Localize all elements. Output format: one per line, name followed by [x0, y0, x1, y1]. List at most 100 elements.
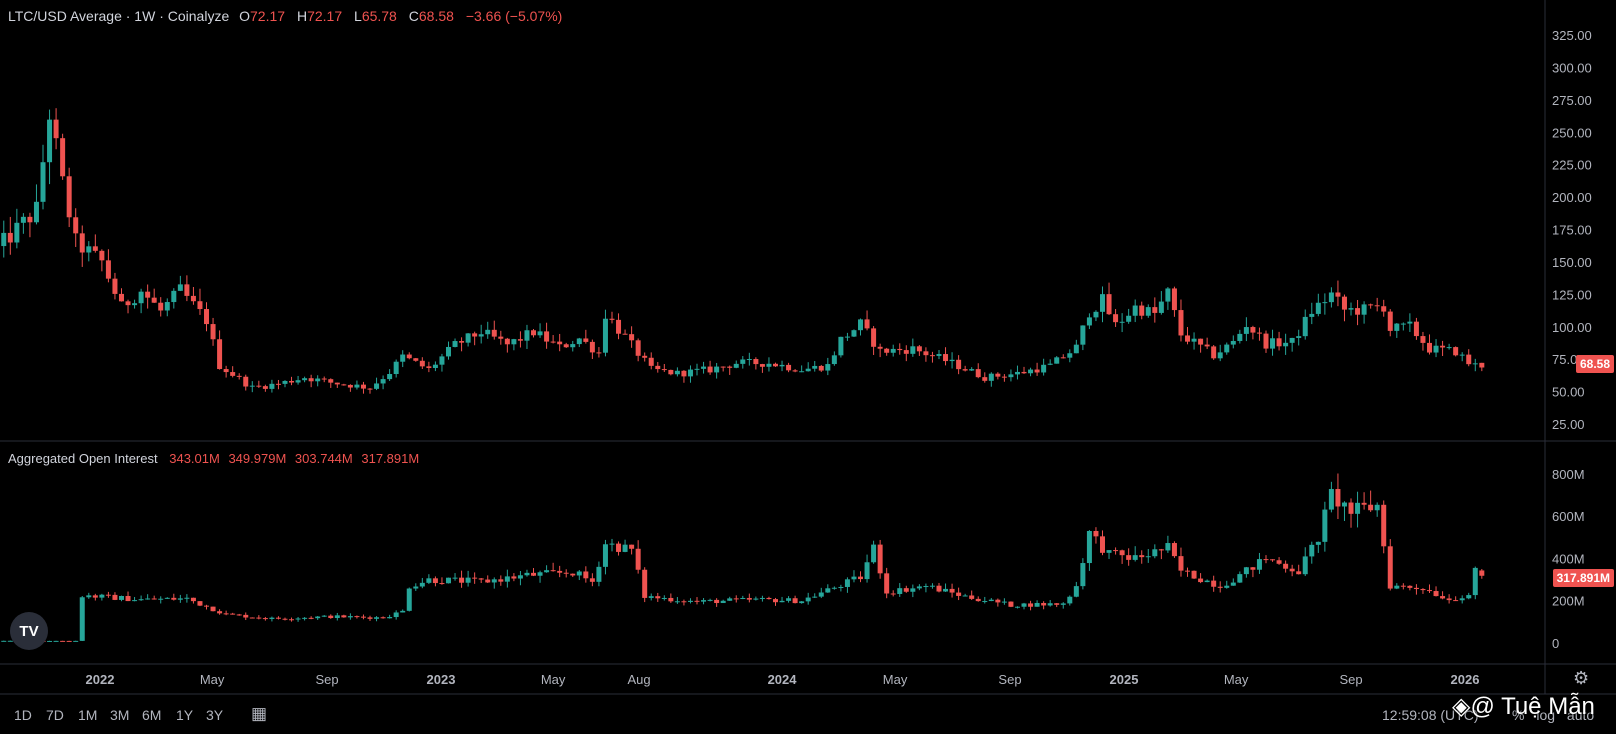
- price-candle-body: [197, 301, 203, 310]
- oi-candle-body: [1060, 603, 1066, 605]
- range-1d-button[interactable]: 1D: [14, 707, 32, 723]
- price-candle-body: [1001, 376, 1007, 378]
- price-candle-body: [929, 355, 935, 357]
- price-candle-body: [243, 376, 249, 387]
- oi-candle-body: [589, 578, 595, 582]
- oi-candle-body: [805, 597, 811, 602]
- range-3m-button[interactable]: 3M: [110, 707, 130, 723]
- oi-candle-body: [1289, 568, 1295, 572]
- price-candle-body: [1446, 347, 1452, 349]
- oi-candle-body: [975, 598, 981, 602]
- oi-candle-body: [184, 597, 190, 599]
- oi-candle-body: [406, 588, 412, 611]
- price-candle-body: [1086, 317, 1092, 326]
- calendar-goto-icon[interactable]: ▦: [251, 704, 268, 723]
- price-candle-body: [33, 201, 39, 223]
- oi-candle-body: [648, 596, 654, 598]
- oi-candle-body: [504, 576, 510, 582]
- tradingview-logo-icon[interactable]: TV: [10, 612, 48, 650]
- price-candle-body: [1472, 363, 1478, 365]
- binance-logo-icon: ◈: [1452, 693, 1471, 720]
- price-candle-body: [799, 371, 805, 373]
- oi-candle-body: [962, 595, 968, 597]
- price-candle-body: [550, 341, 556, 343]
- price-candle-body: [367, 388, 373, 390]
- price-candle-body: [1034, 369, 1040, 373]
- oi-candle-body: [701, 600, 707, 602]
- oi-candle-body: [269, 617, 275, 619]
- price-candle-body: [923, 351, 929, 356]
- oi-candle-body: [419, 582, 425, 587]
- price-candle-body: [158, 302, 164, 311]
- oi-candle-body: [1132, 555, 1138, 560]
- price-candle-body: [1047, 363, 1053, 365]
- oi-title: Aggregated Open Interest: [8, 451, 158, 466]
- oi-candle-body: [118, 595, 124, 600]
- oi-candle-body: [230, 613, 236, 615]
- close-value: 68.58: [418, 8, 454, 24]
- price-candle-body: [1060, 357, 1066, 359]
- price-candle-body: [936, 354, 942, 356]
- price-candle-body: [1178, 310, 1184, 336]
- oi-candle-body: [295, 618, 301, 620]
- oi-candle-body: [1185, 570, 1191, 572]
- utc-clock[interactable]: 12:59:08 (UTC): [1382, 707, 1479, 723]
- oi-close-value: 317.891M: [361, 451, 420, 466]
- oi-candle-body: [524, 572, 530, 576]
- price-candle-body: [230, 372, 236, 376]
- time-axis-tick-label: 2026: [1451, 672, 1480, 687]
- oi-candle-body: [1256, 559, 1262, 570]
- price-candle-body: [210, 324, 216, 340]
- percent-scale-button[interactable]: %: [1512, 707, 1525, 723]
- price-candle-body: [897, 348, 903, 351]
- oi-candle-body: [498, 579, 504, 582]
- price-candle-body: [1368, 304, 1374, 306]
- oi-candle-body: [400, 610, 406, 613]
- log-scale-button[interactable]: log: [1536, 707, 1556, 723]
- oi-candle-body: [858, 576, 864, 580]
- time-axis-tick-label: May: [541, 672, 566, 687]
- oi-candle-body: [1263, 559, 1269, 561]
- price-candle-body: [1420, 336, 1426, 343]
- price-candle-body: [818, 365, 824, 371]
- symbol-title: LTC/USD Average · 1W · Coinalyze: [8, 8, 230, 24]
- price-candle-body: [733, 363, 739, 368]
- oi-candle-body: [1152, 549, 1158, 557]
- oi-candle-body: [138, 599, 144, 601]
- price-candle-body: [988, 373, 994, 381]
- oi-candle-body: [164, 597, 170, 599]
- oi-candle-body: [1296, 571, 1302, 575]
- range-1y-button[interactable]: 1Y: [176, 707, 194, 723]
- price-candle-body: [14, 222, 20, 243]
- range-6m-button[interactable]: 6M: [142, 707, 162, 723]
- oi-candle-body: [746, 597, 752, 600]
- price-candle-body: [7, 232, 13, 243]
- range-1m-button[interactable]: 1M: [78, 707, 98, 723]
- price-axis-tick-label: 325.00: [1552, 28, 1592, 43]
- oi-candle-body: [1466, 595, 1472, 599]
- oi-candle-body: [655, 596, 661, 599]
- gear-icon[interactable]: ⚙: [1573, 668, 1590, 688]
- oi-candle-body: [831, 587, 837, 589]
- oi-candle-body: [256, 617, 262, 619]
- range-7d-button[interactable]: 7D: [46, 707, 64, 723]
- oi-candle-body: [1309, 544, 1315, 557]
- oi-candle-body: [387, 617, 393, 619]
- price-candle-body: [118, 293, 124, 302]
- price-candle-body: [844, 336, 850, 338]
- open-value: 72.17: [250, 8, 286, 24]
- price-candle-body: [583, 338, 589, 342]
- oi-axis-tick-label: 0: [1552, 636, 1559, 651]
- auto-scale-button[interactable]: auto: [1566, 707, 1595, 723]
- oi-candle-body: [125, 595, 131, 602]
- oi-candle-body: [1093, 531, 1099, 537]
- price-candle-body: [217, 339, 223, 370]
- oi-candle-body: [936, 585, 942, 592]
- price-candle-body: [184, 284, 190, 296]
- oi-candle-body: [799, 601, 805, 604]
- price-candle-body: [949, 359, 955, 362]
- price-candle-body: [877, 346, 883, 349]
- range-3y-button[interactable]: 3Y: [206, 707, 224, 723]
- price-candle-body: [864, 319, 870, 329]
